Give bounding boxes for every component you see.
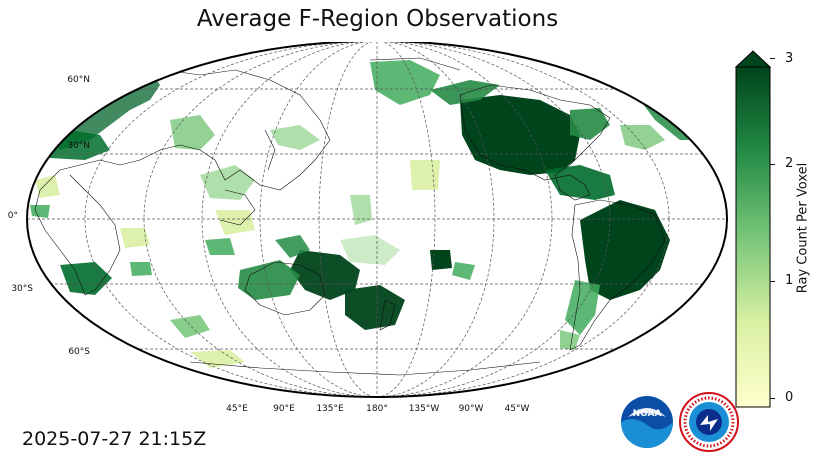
data-region: [410, 160, 440, 190]
lon-label-90w: 90°W: [458, 404, 484, 414]
colorbar-tick-1: [770, 281, 775, 282]
data-region: [200, 165, 255, 200]
data-region: [170, 315, 210, 338]
data-region: [460, 95, 580, 175]
data-region: [170, 115, 215, 150]
colorbar-tick-2: [770, 164, 775, 165]
colorbar-tick-label-1: 1: [785, 273, 794, 288]
colorbar-tick-label-3: 3: [785, 51, 794, 66]
data-region: [430, 250, 452, 270]
colorbar-tick-3: [770, 58, 775, 59]
coastlines: [34, 57, 691, 376]
data-region: [345, 285, 405, 330]
svg-text:NOAA: NOAA: [633, 409, 662, 419]
data-region: [120, 228, 150, 248]
data-region: [30, 205, 50, 218]
data-region: [350, 195, 372, 225]
lon-label-135w: 135°W: [408, 404, 440, 414]
data-region: [275, 235, 310, 258]
data-region: [560, 330, 580, 350]
map-title: Average F-Region Observations: [196, 6, 559, 32]
colorbar: [734, 50, 772, 408]
lon-label-135e: 135°E: [316, 404, 344, 414]
data-region: [205, 238, 235, 255]
data-region: [60, 262, 112, 295]
data-region: [565, 280, 600, 335]
lon-label-90e: 90°E: [273, 404, 295, 414]
timestamp: 2025-07-27 21:15Z: [22, 428, 207, 450]
lon-label-45e: 45°E: [226, 404, 248, 414]
data-region: [580, 200, 670, 300]
data-region: [370, 60, 440, 105]
colorbar-extend-arrow: [734, 50, 772, 68]
data-region: [238, 260, 300, 300]
map-boundary: [26, 42, 728, 398]
data-region: [35, 175, 60, 198]
data-region: [545, 165, 615, 200]
data-region: [190, 350, 245, 368]
lat-label-30n: 30°N: [67, 141, 90, 151]
data-region: [120, 52, 170, 78]
colorbar-tick-label-2: 2: [785, 156, 794, 171]
colorbar-tick-label-0: 0: [785, 390, 794, 405]
lat-label-30s: 30°S: [11, 284, 33, 294]
data-region: [130, 262, 152, 276]
graticule: [27, 42, 727, 397]
lon-label-180: 180°: [366, 404, 388, 414]
data-region: [290, 250, 360, 300]
colorbar-tick-0: [770, 398, 775, 399]
data-region: [215, 210, 255, 235]
noaa-logo: NOAA: [621, 396, 673, 448]
lat-label-0: 0°: [7, 211, 18, 221]
colorbar-label: Ray Count Per Voxel: [795, 162, 811, 294]
lon-label-45w: 45°W: [504, 404, 530, 414]
lat-label-60n: 60°N: [67, 75, 90, 85]
data-region: [620, 125, 665, 150]
nws-logo: [679, 392, 739, 452]
data-region: [270, 125, 320, 150]
colorbar-gradient: [735, 66, 771, 408]
data-region: [340, 235, 400, 265]
data-region: [430, 80, 500, 105]
data-region: [452, 262, 475, 280]
lat-label-60s: 60°S: [68, 347, 90, 357]
